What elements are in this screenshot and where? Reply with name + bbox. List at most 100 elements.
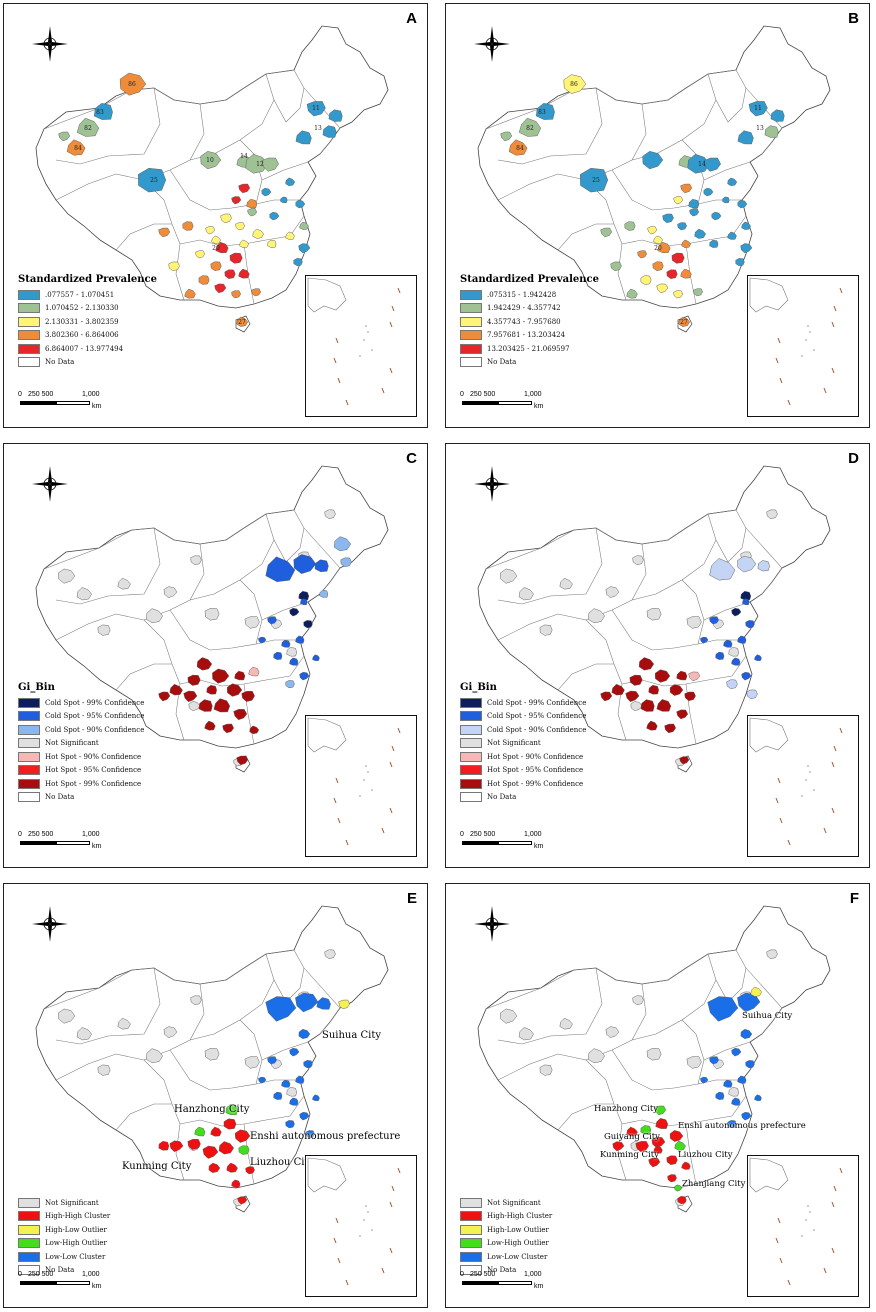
legend-swatch	[18, 1265, 40, 1276]
region-fill	[340, 557, 352, 567]
island-marker	[367, 331, 369, 333]
region-fill	[314, 559, 329, 572]
region-fill	[298, 243, 311, 254]
province-boundary	[485, 87, 603, 165]
legend-item: Not Significant	[460, 1196, 552, 1210]
region-fill	[158, 1141, 170, 1151]
scale-unit: km	[92, 843, 102, 850]
region-fill	[703, 157, 721, 172]
scale-tick-label: 1,000	[524, 1271, 542, 1278]
region-fill	[235, 222, 245, 231]
nine-dash-line-segment	[779, 377, 783, 384]
region-fill	[745, 620, 755, 629]
region-fill	[238, 1145, 250, 1155]
scale-bar-segment	[498, 841, 532, 845]
legend-item: No Data	[460, 1264, 552, 1278]
province-boundary	[169, 1049, 300, 1091]
map-canvas: 86 83 82 84 25 10 12 14 11 13 20 27	[35, 25, 389, 333]
region-fill	[316, 997, 331, 1010]
nine-dash-line-segment	[831, 321, 835, 328]
city-label: Liuzhou City	[678, 1150, 733, 1160]
region-fill	[261, 187, 272, 197]
region-fill	[686, 1056, 702, 1069]
nine-dash-line-segment	[823, 387, 827, 394]
region-fill	[742, 598, 750, 605]
region-fill	[680, 183, 693, 194]
region-number-label: 82	[84, 125, 92, 132]
scale-tick-label: 250 500	[470, 1271, 496, 1278]
region-fill	[694, 228, 706, 239]
region-fill	[289, 1097, 299, 1106]
region-fill	[231, 196, 242, 205]
region-fill	[624, 221, 636, 231]
region-fill	[647, 226, 658, 235]
region-fill	[737, 555, 757, 573]
region-fill	[303, 1060, 313, 1069]
scale-unit: km	[92, 1283, 102, 1290]
region-fill	[646, 608, 662, 621]
region-fill	[269, 211, 280, 221]
nine-dash-line-segment	[345, 399, 349, 406]
province-boundary	[617, 1123, 627, 1181]
island-marker	[813, 1229, 815, 1231]
region-fill	[740, 590, 752, 601]
region-fill	[295, 130, 312, 145]
panel-label: A	[406, 10, 417, 27]
region-fill	[224, 269, 236, 279]
region-fill	[322, 125, 337, 138]
island-marker	[801, 1235, 803, 1237]
legend-label: Not Significant	[487, 739, 541, 748]
nine-dash-line-segment	[345, 1279, 349, 1286]
region-fill	[280, 196, 288, 204]
province-boundary	[169, 609, 300, 651]
inset-coastline	[307, 277, 347, 313]
panel-label: D	[848, 450, 859, 467]
legend-item: 1.942429 - 4.357742	[460, 302, 599, 316]
legend: Gi_Bin Cold Spot - 99% Confidence Cold Sp…	[18, 682, 144, 804]
region-fill	[693, 288, 703, 297]
region-fill	[265, 996, 297, 1022]
legend-swatch	[18, 357, 40, 368]
compass-rose-icon	[474, 906, 510, 942]
compass-rose-icon	[474, 26, 510, 62]
province-boundary	[617, 243, 627, 301]
nine-dash-line-segment	[777, 777, 781, 784]
region-fill	[249, 725, 260, 735]
region-fill	[740, 243, 753, 254]
region-fill	[640, 1125, 652, 1135]
legend-item: High-High Cluster	[18, 1210, 110, 1224]
province-boundary	[115, 663, 172, 691]
region-fill	[281, 1079, 291, 1088]
legend-item: 6.864007 - 13.977494	[18, 342, 157, 356]
region-fill	[200, 151, 222, 170]
region-fill	[218, 1141, 234, 1155]
legend-label: Cold Spot - 95% Confidence	[487, 712, 587, 721]
island-marker	[363, 779, 365, 781]
region-fill	[632, 995, 644, 1005]
legend-label: Cold Spot - 95% Confidence	[45, 712, 145, 721]
region-fill	[746, 689, 758, 700]
legend-swatch	[18, 343, 40, 354]
region-fill	[204, 608, 220, 621]
nine-dash-line-segment	[777, 1217, 781, 1224]
region-fill	[229, 252, 243, 264]
scale-tick-label: 0	[18, 831, 22, 838]
region-fills	[58, 509, 352, 767]
region-fill	[190, 555, 202, 565]
scale-bar-segment	[462, 841, 498, 845]
island-marker	[371, 349, 373, 351]
island-marker	[371, 789, 373, 791]
legend-title: Standardized Prevalence	[460, 274, 599, 285]
nine-dash-line-segment	[833, 1185, 837, 1192]
nine-dash-line-segment	[833, 305, 837, 312]
region-fill	[328, 109, 343, 122]
region-fill	[158, 691, 171, 702]
region-fill	[333, 536, 351, 552]
region-fill	[222, 723, 234, 734]
legend-label: No Data	[487, 1266, 517, 1275]
region-number-label: 25	[592, 177, 600, 184]
legend-item: 2.130331 - 3.802359	[18, 315, 157, 329]
region-fill	[198, 275, 210, 285]
scale-bar-segment	[20, 1281, 56, 1285]
panel-label: C	[406, 450, 417, 467]
